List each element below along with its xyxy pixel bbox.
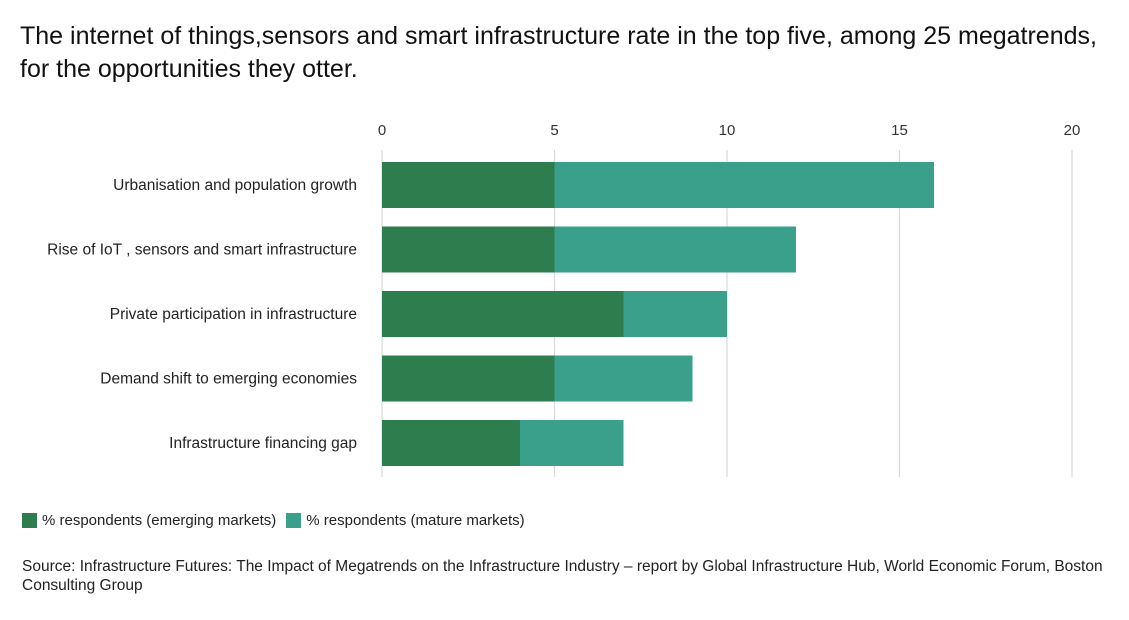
bar-segment-emerging xyxy=(382,355,555,402)
legend-swatch-mature xyxy=(286,513,302,528)
bar-segment-mature xyxy=(554,355,693,402)
legend-label-mature: % respondents (mature markets) xyxy=(306,512,525,529)
bar-segment-emerging xyxy=(382,420,520,466)
source-note: Source: Infrastructure Futures: The Impa… xyxy=(22,558,1103,594)
bar-segment-emerging xyxy=(382,162,555,208)
bar-segment-emerging xyxy=(382,226,555,273)
category-label: Demand shift to emerging economies xyxy=(100,371,357,388)
bar-segment-mature xyxy=(520,420,624,466)
bars xyxy=(382,162,934,466)
category-labels: Urbanisation and population growth Rise o… xyxy=(47,177,357,452)
category-label: Urbanisation and population growth xyxy=(113,177,357,194)
bar-segment-mature xyxy=(623,291,727,337)
legend-item-emerging: % respondents (emerging markets) xyxy=(22,512,276,529)
x-tick-label: 0 xyxy=(378,122,386,139)
x-axis-ticks: 0 5 10 15 20 xyxy=(378,122,1081,139)
legend-label-emerging: % respondents (emerging markets) xyxy=(42,512,277,529)
bar-segment-mature xyxy=(554,162,934,208)
legend: % respondents (emerging markets) % respo… xyxy=(22,512,535,529)
x-tick-label: 10 xyxy=(719,122,736,139)
legend-item-mature: % respondents (mature markets) xyxy=(286,512,525,529)
x-tick-label: 20 xyxy=(1064,122,1081,139)
legend-swatch-emerging xyxy=(22,513,37,528)
bar-segment-mature xyxy=(554,226,796,273)
bar-chart: 0 5 10 15 20 Urbanisation and population gro… xyxy=(47,122,1081,477)
category-label: Private participation in infrastructure xyxy=(110,306,357,323)
x-tick-label: 5 xyxy=(550,122,558,139)
x-tick-label: 15 xyxy=(891,122,908,139)
category-label: Infrastructure financing gap xyxy=(169,435,357,452)
bar-segment-emerging xyxy=(382,291,624,337)
category-label: Rise of IoT , sensors and smart infrastr… xyxy=(47,242,357,259)
chart-title: The internet of things,sensors and smart… xyxy=(20,22,1097,83)
